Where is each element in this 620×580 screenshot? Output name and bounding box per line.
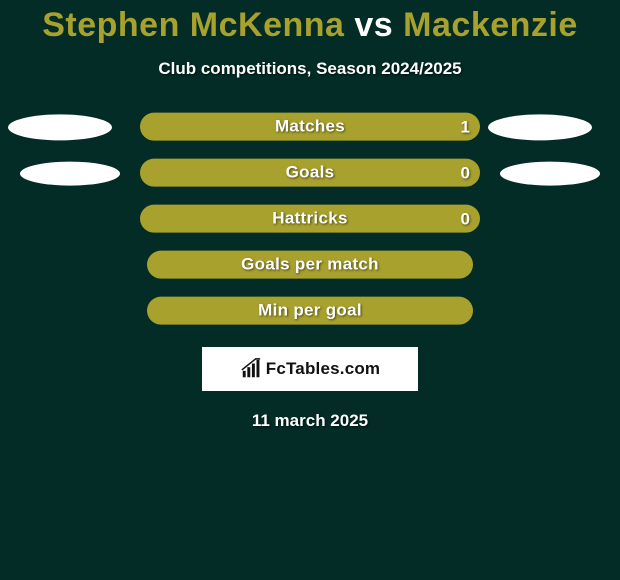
title-player1: Stephen McKenna [42, 6, 344, 44]
title-player2: Mackenzie [403, 6, 578, 44]
brand-box[interactable]: FcTables.com [202, 347, 418, 391]
stat-bar: Goals [140, 159, 480, 187]
stat-value-right: 0 [461, 164, 470, 184]
stat-rows: Matches1Goals0Hattricks0Goals per matchM… [0, 107, 620, 337]
stat-row: Hattricks0 [0, 199, 620, 245]
stat-bar-label: Hattricks [140, 205, 480, 233]
stat-row: Matches1 [0, 107, 620, 153]
stat-bar-label: Goals [140, 159, 480, 187]
stat-bar: Hattricks [140, 205, 480, 233]
brand-text: FcTables.com [266, 359, 381, 379]
date-label: 11 march 2025 [0, 411, 620, 431]
stat-value-right: 0 [461, 210, 470, 230]
stat-row: Goals0 [0, 153, 620, 199]
stat-value-right: 1 [461, 118, 470, 138]
stat-bar: Goals per match [140, 251, 480, 279]
right-marker-ellipse [488, 114, 592, 140]
left-marker-ellipse [20, 162, 120, 186]
left-marker-ellipse [8, 114, 112, 140]
stat-row: Goals per match [0, 245, 620, 291]
stat-bar-label: Goals per match [140, 251, 480, 279]
brand-chart-icon [240, 358, 262, 380]
stat-bar-label: Min per goal [140, 297, 480, 325]
stat-row: Min per goal [0, 291, 620, 337]
title-vs: vs [354, 6, 393, 44]
right-marker-ellipse [500, 162, 600, 186]
subtitle: Club competitions, Season 2024/2025 [0, 59, 620, 79]
stat-bar-label: Matches [140, 113, 480, 141]
page-title: Stephen McKenna vs Mackenzie [0, 0, 620, 45]
stat-bar: Matches [140, 113, 480, 141]
stat-bar: Min per goal [140, 297, 480, 325]
